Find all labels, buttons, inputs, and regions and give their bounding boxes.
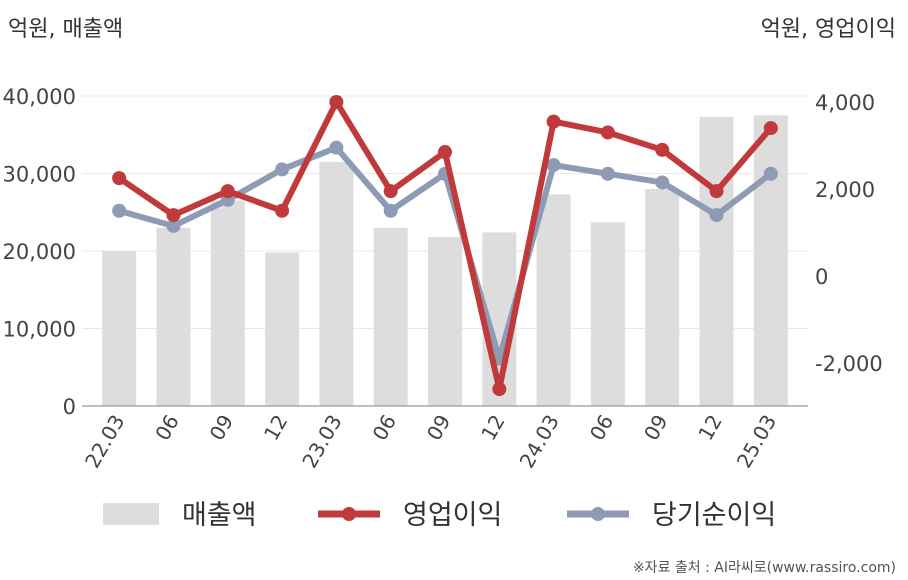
bar-revenue (319, 161, 354, 406)
point-operating-profit (709, 184, 724, 199)
point-operating-profit (655, 142, 670, 157)
left-tick-label: 10,000 (3, 318, 76, 342)
x-tick-label: 06 (368, 411, 402, 445)
x-tick-label: 22.03 (80, 411, 129, 473)
point-operating-profit (166, 208, 181, 223)
legend: 매출액 영업이익 당기순이익 (103, 500, 776, 531)
bar-revenue (536, 194, 571, 406)
point-net-income (600, 166, 615, 181)
bar-revenue (699, 116, 734, 407)
left-tick-label: 20,000 (3, 240, 76, 264)
point-net-income (709, 208, 724, 223)
legend-label-operating-profit: 영업이익 (403, 500, 502, 531)
right-tick-label: 0 (815, 265, 828, 289)
point-net-income (329, 140, 344, 155)
point-operating-profit (275, 203, 290, 218)
legend-label-net-income: 당기순이익 (652, 500, 776, 531)
bar-revenue (590, 222, 625, 406)
left-unit-label: 억원, 매출액 (8, 17, 123, 42)
point-operating-profit (383, 184, 398, 199)
source-credit: ※자료 출처 : AI라씨로(www.rassiro.com) (633, 560, 896, 576)
legend-marker-operating-profit (342, 507, 356, 521)
x-tick-label: 09 (639, 411, 673, 445)
point-net-income (383, 203, 398, 218)
bar-revenue (156, 227, 191, 406)
x-tick-label: 06 (150, 411, 184, 445)
x-tick-label: 25.03 (732, 411, 781, 473)
x-tick-label: 24.03 (515, 411, 564, 473)
right-tick-label: -2,000 (815, 352, 883, 376)
left-tick-label: 30,000 (3, 163, 76, 187)
point-net-income (655, 175, 670, 190)
bar-revenue (373, 227, 408, 406)
right-tick-label: 2,000 (815, 178, 875, 202)
point-operating-profit (112, 171, 127, 186)
x-tick-label: 09 (422, 411, 456, 445)
point-operating-profit (546, 114, 561, 129)
point-net-income (166, 218, 181, 233)
x-tick-label: 12 (693, 411, 727, 445)
legend-swatch-revenue (103, 503, 159, 525)
point-operating-profit (492, 382, 507, 397)
x-tick-label: 12 (259, 411, 293, 445)
right-unit-label: 억원, 영업이익 (761, 17, 896, 42)
left-tick-label: 40,000 (3, 85, 76, 109)
bar-revenue (265, 252, 300, 406)
bar-revenue (645, 189, 680, 406)
bar-revenue (753, 115, 788, 406)
point-operating-profit (220, 184, 235, 199)
bar-revenue (210, 200, 245, 406)
x-tick-label: 06 (585, 411, 619, 445)
point-net-income (275, 162, 290, 177)
right-tick-label: 4,000 (815, 91, 875, 115)
x-tick-label: 12 (476, 411, 510, 445)
point-net-income (763, 166, 778, 181)
bar-revenue (102, 251, 137, 406)
left-tick-label: 0 (63, 395, 76, 419)
legend-marker-net-income (591, 507, 605, 521)
bar-revenue (428, 237, 462, 406)
x-tick-label: 23.03 (297, 411, 346, 473)
legend-label-revenue: 매출액 (182, 500, 257, 531)
point-operating-profit (600, 125, 615, 140)
point-operating-profit (329, 95, 344, 109)
point-net-income (546, 158, 561, 173)
bars (102, 115, 788, 407)
point-net-income (112, 203, 127, 218)
point-operating-profit (763, 121, 778, 136)
x-tick-label: 09 (205, 411, 239, 445)
point-operating-profit (438, 145, 452, 160)
lines (112, 95, 778, 397)
